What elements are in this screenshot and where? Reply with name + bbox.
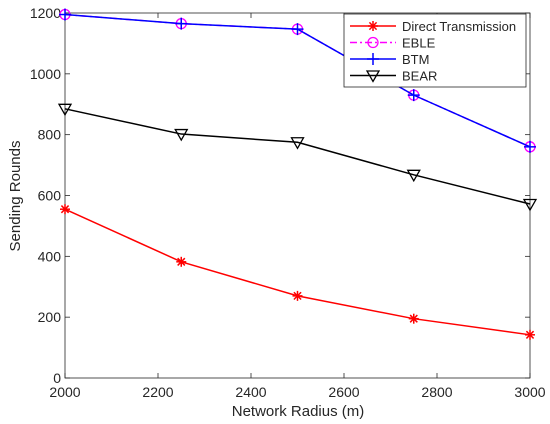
legend-marker	[365, 70, 381, 83]
legend-label: BTM	[402, 52, 429, 67]
data-point	[291, 23, 304, 36]
data-point	[60, 204, 70, 215]
legend-item: BTM	[350, 52, 429, 67]
series-direct-transmission	[60, 204, 535, 340]
legend-item: EBLE	[350, 36, 436, 51]
legend-label: EBLE	[402, 36, 436, 51]
x-tick-label: 2200	[142, 384, 173, 400]
data-point	[408, 313, 419, 324]
data-point	[522, 198, 538, 212]
series-layer	[57, 8, 538, 340]
legend-item: BEAR	[350, 69, 437, 84]
data-point	[407, 89, 420, 102]
y-tick-label: 400	[38, 248, 62, 264]
legend-label: Direct Transmission	[402, 19, 516, 34]
data-point	[175, 17, 188, 30]
legend-label: BEAR	[402, 69, 437, 84]
x-axis-ticks: 2000 2200 2400 2600 2800 3000	[49, 13, 546, 400]
data-point	[57, 103, 73, 117]
y-axis-label: Sending Rounds	[7, 141, 24, 252]
data-point	[292, 290, 303, 301]
data-point	[174, 128, 189, 142]
y-tick-label: 1200	[30, 5, 61, 21]
x-tick-label: 2400	[235, 384, 266, 400]
legend-marker	[367, 53, 379, 65]
y-tick-label: 200	[38, 309, 62, 325]
legend-marker	[368, 21, 378, 31]
data-point	[406, 169, 421, 183]
x-tick-label: 2000	[49, 384, 80, 400]
x-tick-label: 2600	[328, 384, 359, 400]
y-axis-ticks: 0 200 400 600 800 1000 1200	[30, 5, 530, 386]
series-btm	[59, 8, 536, 153]
series-bear	[57, 103, 538, 212]
data-point	[290, 137, 305, 150]
legend-item: Direct Transmission	[350, 19, 516, 34]
series-line	[64, 108, 531, 205]
y-tick-label: 0	[53, 370, 61, 386]
y-tick-label: 1000	[30, 66, 61, 82]
y-tick-label: 600	[38, 188, 62, 204]
x-axis-label: Network Radius (m)	[232, 403, 365, 420]
legend-marker	[367, 36, 379, 49]
data-point	[176, 256, 187, 267]
data-point	[59, 8, 71, 21]
x-tick-label: 2800	[421, 384, 452, 400]
data-point	[525, 329, 535, 340]
data-point	[524, 140, 536, 153]
y-tick-label: 800	[38, 127, 62, 143]
x-tick-label: 3000	[514, 384, 545, 400]
